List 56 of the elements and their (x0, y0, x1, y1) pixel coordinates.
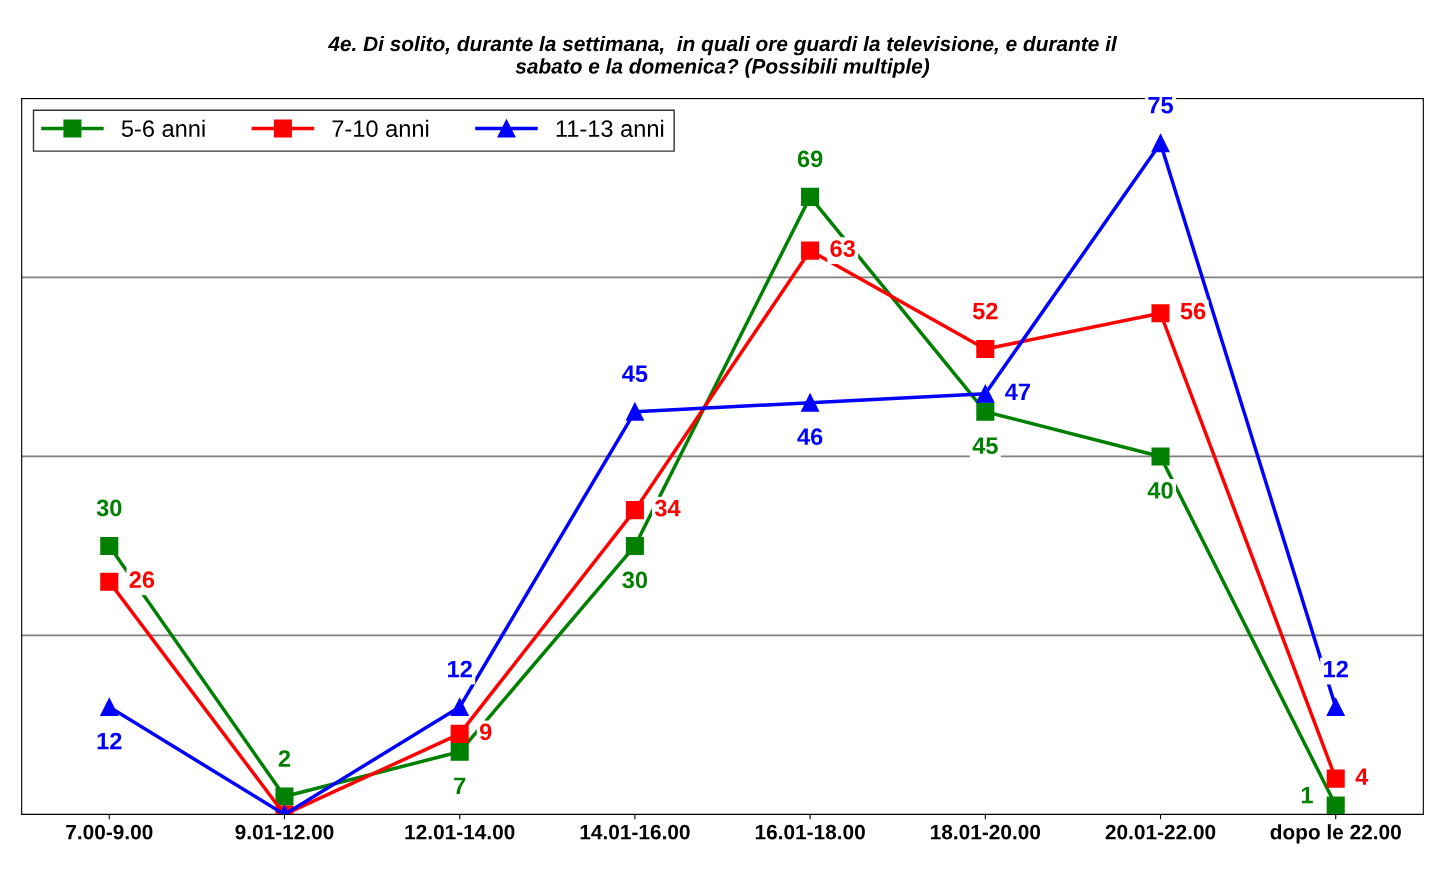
point (1151, 134, 1170, 153)
x-tick-label: 18.01-20.00 (931, 824, 1041, 840)
point (801, 187, 820, 206)
point (100, 572, 119, 591)
data-label: 12 (1324, 660, 1348, 678)
data-label: 56 (1180, 302, 1206, 320)
data-label: 2 (278, 750, 291, 767)
data-label: 12 (448, 660, 472, 678)
point (801, 241, 820, 260)
legend-label: 11-13 anni (556, 119, 664, 138)
point (450, 698, 469, 717)
data-label: 34 (654, 499, 681, 517)
data-label: 26 (129, 571, 155, 589)
data-label: 45 (622, 365, 648, 383)
x-tick-label: 14.01-16.00 (580, 824, 690, 840)
data-label: 45 (972, 437, 998, 455)
point (1151, 304, 1170, 323)
data-label: 52 (972, 302, 998, 320)
data-label: 75 (1148, 97, 1173, 114)
point (450, 742, 469, 761)
data-label: 63 (830, 240, 855, 257)
point (625, 402, 644, 421)
point (275, 787, 294, 806)
legend-label: 5-6 anni (121, 119, 205, 138)
point (100, 698, 119, 717)
x-tick-label: 7.00-9.00 (66, 824, 153, 840)
data-label: 12 (97, 732, 122, 750)
point (1326, 796, 1345, 815)
data-label: 4 (1355, 768, 1369, 785)
chart-title: 4e. Di solito, durante la settimana, in quali ore guardi la televisione, e durante il sabato e la domenica? (Possibili multiple) (327, 35, 1118, 78)
data-label: 1 (1301, 787, 1313, 804)
x-tick-label: 20.01-22.00 (1105, 824, 1216, 840)
x-tick-label: dopo le 22.00 (1270, 824, 1401, 844)
x-tick-label: 16.01-18.00 (755, 824, 865, 840)
x-tick-label: 9.01-12.00 (235, 824, 334, 840)
point (450, 724, 469, 743)
point (1326, 698, 1345, 717)
data-label: 7 (454, 777, 466, 794)
legend-label: 7-10 anni (332, 119, 429, 138)
point (1326, 769, 1345, 788)
point (976, 402, 995, 421)
x-tick-label: 12.01-14.00 (405, 824, 515, 840)
data-label: 47 (1005, 383, 1030, 400)
point (625, 501, 644, 520)
data-label: 40 (1147, 482, 1173, 499)
data-label: 30 (96, 499, 122, 517)
point (625, 536, 644, 555)
data-label: 9 (479, 723, 492, 741)
point (976, 340, 995, 359)
data-label: 69 (797, 150, 823, 168)
point (976, 384, 995, 403)
data-label: 30 (622, 571, 648, 589)
data-label: 46 (797, 428, 823, 446)
point (801, 393, 820, 412)
point (100, 536, 119, 555)
point (1151, 447, 1170, 466)
